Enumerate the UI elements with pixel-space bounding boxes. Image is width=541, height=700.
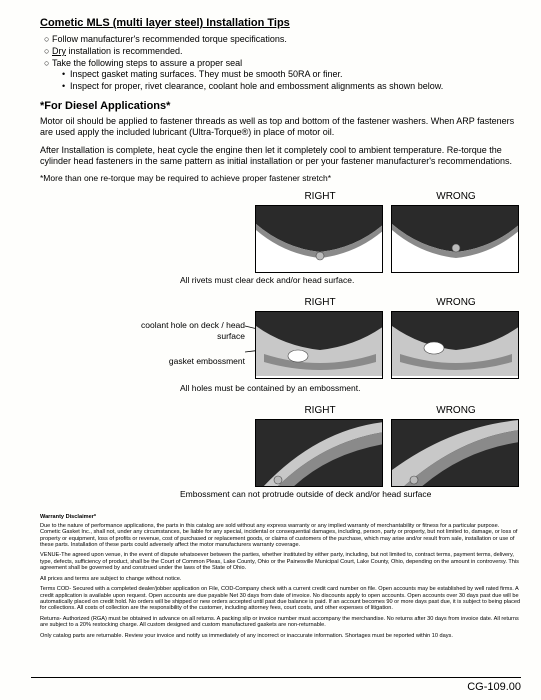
- panel-wrong-3: [391, 419, 519, 487]
- page-title: Cometic MLS (multi layer steel) Installa…: [40, 16, 521, 30]
- panel-wrong-1: [391, 205, 519, 273]
- diagram-block-3: RIGHT WRONG Embossment: [40, 404, 521, 500]
- sub-bullet-2: Inspect for proper, rivet clearance, coo…: [70, 81, 443, 93]
- retorque-note: *More than one re-torque may be required…: [40, 173, 521, 184]
- fineprint-block: Warranty Disclaimer* Due to the nature o…: [40, 514, 521, 639]
- diagram-block-2: coolant hole on deck / head surface gask…: [40, 296, 521, 394]
- bullet-2: Dry installation is recommended.: [52, 46, 183, 58]
- panel-right-1: [255, 205, 383, 273]
- label-wrong-1: WRONG: [391, 190, 521, 203]
- bullet-3: Take the following steps to assure a pro…: [52, 58, 242, 70]
- fineprint-p3: All prices and terms are subject to chan…: [40, 576, 521, 582]
- label-right-3: RIGHT: [255, 404, 385, 417]
- diesel-heading: *For Diesel Applications*: [40, 99, 521, 113]
- panel-wrong-2: [391, 311, 519, 379]
- fineprint-p2: VENUE-The agreed upon venue, in the even…: [40, 552, 521, 571]
- diesel-para-1: Motor oil should be applied to fastener …: [40, 116, 521, 139]
- fineprint-p5: Returns- Authorized (RGA) must be obtain…: [40, 616, 521, 629]
- label-wrong-2: WRONG: [391, 296, 521, 309]
- bullet-list: ○Follow manufacturer's recommended torqu…: [44, 34, 521, 92]
- fineprint-head: Warranty Disclaimer*: [40, 514, 521, 520]
- caption-1: All rivets must clear deck and/or head s…: [180, 275, 521, 286]
- fineprint-p6: Only catalog parts are returnable. Revie…: [40, 633, 521, 639]
- label-right-2: RIGHT: [255, 296, 385, 309]
- fineprint-p1: Due to the nature of performance applica…: [40, 523, 521, 549]
- diagram-block-1: RIGHT WRONG All rivets must clear deck a…: [40, 190, 521, 286]
- bullet-1: Follow manufacturer's recommended torque…: [52, 34, 287, 46]
- page-code: CG-109.00: [31, 677, 521, 694]
- caption-3: Embossment can not protrude outside of d…: [180, 489, 460, 500]
- panel-right-2: [255, 311, 383, 379]
- fineprint-p4: Terms COD- Secured with a completed deal…: [40, 586, 521, 612]
- sub-bullet-1: Inspect gasket mating surfaces. They mus…: [70, 69, 342, 81]
- diesel-para-2: After Installation is complete, heat cyc…: [40, 145, 521, 168]
- panel-right-3: [255, 419, 383, 487]
- label-right-1: RIGHT: [255, 190, 385, 203]
- label-wrong-3: WRONG: [391, 404, 521, 417]
